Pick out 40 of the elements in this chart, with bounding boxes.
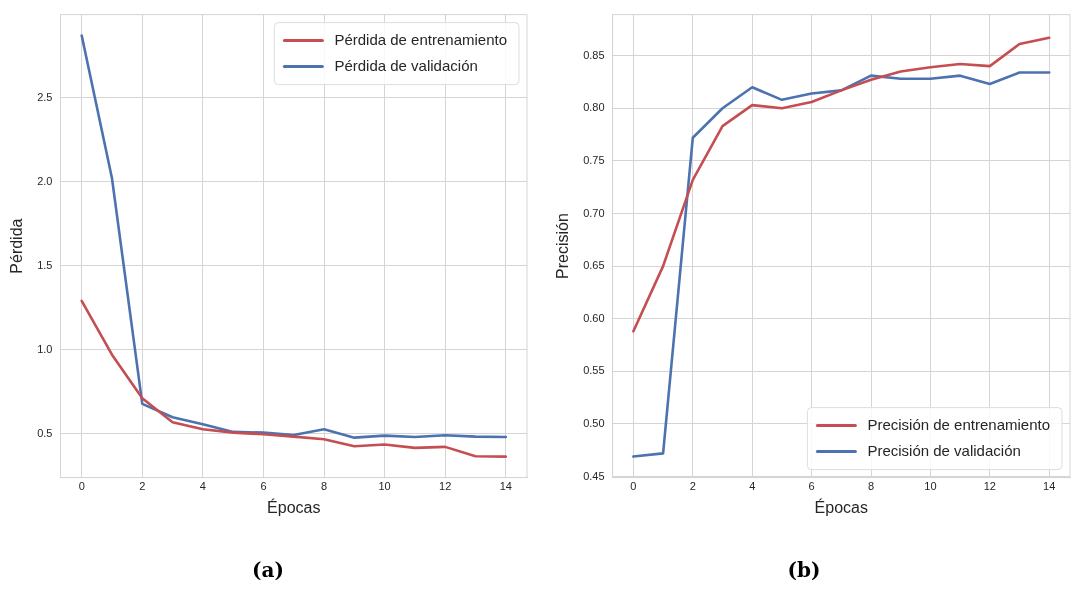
y-tick-label: 0.60 (583, 311, 605, 324)
legend-label: Precisión de entrenamiento (867, 415, 1050, 433)
text: (b) (786, 558, 822, 582)
x-tick-label: 2 (139, 480, 146, 493)
y-tick-label: 0.45 (583, 469, 605, 482)
y-tick-label: 0.5 (37, 426, 53, 439)
legend-label: Pérdida de entrenamiento (334, 30, 508, 48)
y-axis-title: Precisión (554, 213, 572, 280)
y-tick-label: 0.70 (583, 206, 605, 219)
y-tick-label: 0.75 (583, 153, 605, 166)
x-tick-label: 10 (924, 480, 937, 493)
x-tick-label: 8 (867, 480, 875, 493)
x-tick-label: 4 (749, 480, 756, 493)
y-axis-title: Pérdida (8, 218, 26, 274)
x-tick-label: 12 (439, 480, 452, 493)
y-tick-label: 0.85 (583, 48, 605, 61)
x-tick-label: 0 (630, 480, 637, 493)
legend-label: Pérdida de validación (334, 56, 478, 74)
text: (a) (251, 558, 285, 582)
x-tick-label: 8 (320, 480, 328, 493)
y-tick-label: 0.80 (583, 101, 605, 114)
x-tick-label: 4 (199, 480, 206, 493)
y-tick-label: 0.65 (583, 259, 605, 272)
y-tick-label: 0.55 (583, 364, 605, 377)
x-axis-title: Épocas (814, 497, 868, 516)
x-tick-label: 0 (78, 480, 85, 493)
y-tick-label: 0.50 (583, 416, 605, 429)
y-tick-label: 2.0 (37, 174, 53, 187)
x-axis-title: Épocas (267, 497, 321, 516)
x-tick-label: 14 (499, 480, 512, 493)
legend-label: Precisión de validación (867, 441, 1021, 459)
y-tick-label: 1.0 (37, 342, 53, 355)
x-tick-label: 10 (378, 480, 391, 493)
x-tick-label: 6 (260, 480, 267, 493)
x-tick-label: 14 (1043, 480, 1056, 493)
x-tick-label: 6 (808, 480, 815, 493)
x-tick-label: 2 (689, 480, 696, 493)
y-tick-label: 1.5 (37, 258, 53, 271)
y-tick-label: 2.5 (37, 90, 53, 103)
x-tick-label: 12 (983, 480, 996, 493)
